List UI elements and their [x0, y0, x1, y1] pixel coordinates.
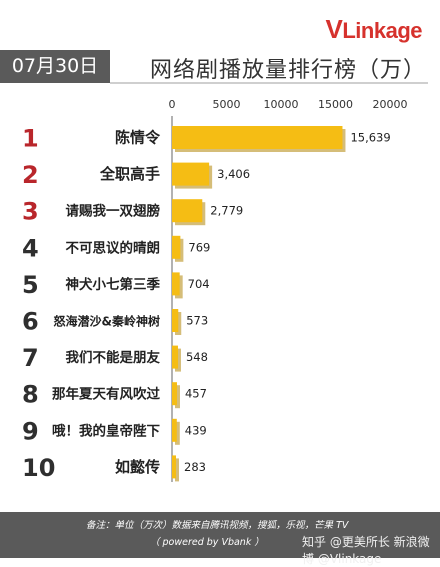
value-label: 573: [186, 314, 208, 328]
rank-number: 5: [22, 271, 39, 299]
footer-credit: （ powered by Vbank ）: [150, 537, 264, 548]
bar: [172, 126, 343, 149]
x-tick-label: 0: [169, 98, 176, 111]
value-label: 283: [184, 460, 206, 474]
bar: [172, 309, 179, 332]
rank-number: 3: [22, 198, 39, 226]
category-label: 那年夏天有风吹过: [52, 386, 160, 403]
rank-number: 10: [22, 454, 55, 482]
rank-number: 7: [22, 344, 39, 372]
x-tick-label: 5000: [213, 98, 241, 111]
rank-number: 4: [22, 234, 39, 262]
category-label: 不可思议的晴朗: [66, 239, 161, 256]
bar: [172, 418, 177, 442]
date-badge: 07月30日: [0, 50, 110, 83]
value-label: 439: [185, 423, 207, 437]
category-label: 全职高手: [99, 165, 160, 183]
bar-shadow: [175, 348, 181, 372]
value-label: 704: [188, 277, 210, 291]
rank-number: 8: [22, 381, 39, 409]
rank-number: 9: [22, 417, 39, 445]
x-tick-label: 15000: [318, 98, 353, 111]
logo-text: Linkage: [342, 18, 422, 43]
bar-shadow: [175, 421, 180, 445]
bar: [172, 455, 176, 479]
value-label: 548: [186, 350, 208, 364]
chart-title: 网络剧播放量排行榜（万）: [150, 58, 427, 83]
category-label: 陈情令: [115, 129, 161, 147]
category-label: 怒海潜沙&秦岭神树: [54, 314, 160, 329]
bar: [172, 199, 203, 223]
bar: [172, 345, 178, 369]
bar: [172, 272, 180, 296]
footer-note: 备注：单位（万次）数据来自腾讯视频，搜狐，乐视，芒果 TV: [86, 520, 349, 531]
value-label: 3,406: [217, 167, 250, 181]
bar-shadow: [175, 458, 179, 482]
value-label: 769: [188, 240, 210, 254]
rank-number: 2: [22, 161, 39, 189]
category-label: 哦！我的皇帝陛下: [52, 422, 160, 439]
watermark: 知乎 @更美所长 新浪微博 @Vlinkage: [302, 535, 430, 566]
bar: [172, 162, 210, 186]
bar-chart: 0 5000 10000 15000 20000 1 陈情令 15,639 2 全职高手 3,406…: [22, 98, 408, 482]
rank-number: 1: [22, 125, 39, 153]
vlinkage-logo: VLinkage: [325, 14, 423, 45]
bar: [172, 382, 177, 406]
value-label: 15,639: [350, 131, 390, 145]
category-label: 神犬小七第三季: [66, 276, 161, 293]
category-label: 请赐我一双翅膀: [66, 203, 161, 220]
x-tick-label: 10000: [264, 98, 299, 111]
category-label: 我们不能是朋友: [66, 349, 161, 366]
x-tick-label: 20000: [373, 98, 408, 111]
value-label: 457: [185, 387, 207, 401]
footer-bar: 备注：单位（万次）数据来自腾讯视频，搜狐，乐视，芒果 TV （ powered …: [0, 512, 440, 566]
logo-v: V: [325, 14, 343, 44]
value-label: 2,779: [210, 204, 243, 218]
bar-shadow: [175, 385, 180, 409]
bar: [172, 235, 181, 259]
rank-number: 6: [22, 308, 39, 336]
category-label: 如懿传: [115, 458, 160, 476]
title-divider: [110, 82, 428, 84]
